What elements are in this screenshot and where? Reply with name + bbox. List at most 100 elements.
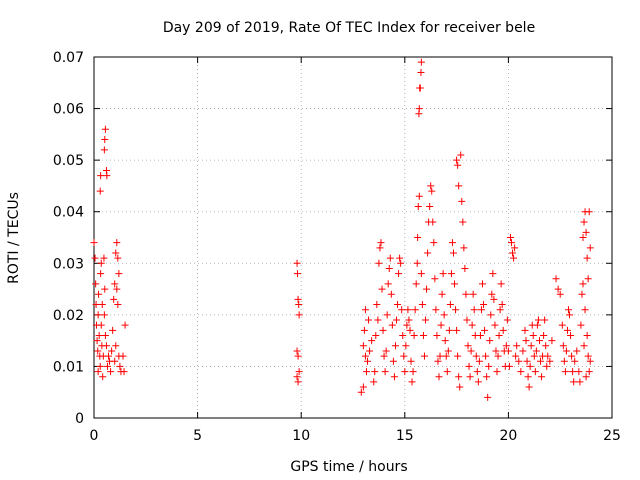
data-point — [456, 383, 464, 391]
data-point — [376, 244, 384, 252]
data-point — [103, 172, 111, 180]
data-point — [101, 285, 109, 293]
data-point — [120, 368, 128, 376]
data-point — [397, 259, 405, 267]
data-point — [486, 337, 494, 345]
data-point — [546, 357, 554, 365]
data-point — [466, 373, 474, 381]
data-point — [433, 331, 441, 339]
data-point — [474, 378, 482, 386]
data-point — [402, 342, 410, 350]
data-point — [563, 326, 571, 334]
data-point — [295, 311, 303, 319]
data-point — [537, 357, 545, 365]
data-point — [443, 368, 451, 376]
data-point — [408, 378, 416, 386]
data-point — [100, 254, 108, 262]
data-point — [583, 331, 591, 339]
data-point — [428, 187, 436, 195]
data-point — [359, 342, 367, 350]
data-point — [370, 378, 378, 386]
data-point — [509, 249, 517, 257]
data-point — [96, 187, 104, 195]
data-point — [585, 368, 593, 376]
data-point — [424, 249, 432, 257]
data-point — [519, 347, 527, 355]
x-axis-label: GPS time / hours — [290, 459, 407, 475]
data-point — [581, 306, 589, 314]
data-point — [472, 352, 480, 360]
data-point — [541, 316, 549, 324]
data-point — [512, 352, 520, 360]
data-point — [564, 306, 572, 314]
data-point — [575, 368, 583, 376]
data-point — [477, 306, 485, 314]
data-point — [386, 254, 394, 262]
data-point — [294, 378, 302, 386]
data-point — [407, 357, 415, 365]
data-point — [359, 383, 367, 391]
data-point — [561, 368, 569, 376]
data-point — [513, 342, 521, 350]
data-point — [380, 352, 388, 360]
y-tick-label: 0.03 — [53, 256, 84, 272]
data-point — [387, 290, 395, 298]
data-point — [375, 259, 383, 267]
data-point — [497, 280, 505, 288]
data-point — [468, 321, 476, 329]
data-point — [111, 280, 119, 288]
data-point — [576, 378, 584, 386]
data-point — [366, 347, 374, 355]
data-point — [479, 280, 486, 288]
data-point — [295, 368, 303, 376]
data-point — [452, 306, 460, 314]
data-point — [582, 228, 590, 236]
data-point — [90, 239, 98, 247]
data-points — [90, 58, 594, 401]
data-point — [457, 151, 465, 159]
x-tick-label: 5 — [193, 428, 202, 444]
data-point — [485, 362, 493, 370]
data-point — [586, 244, 594, 252]
data-point — [463, 316, 471, 324]
data-point — [372, 331, 380, 339]
data-point — [394, 301, 402, 309]
data-point — [388, 321, 396, 329]
data-point — [446, 301, 454, 309]
data-point — [538, 373, 546, 381]
data-point — [409, 368, 417, 376]
data-point — [559, 342, 567, 350]
data-point — [119, 352, 127, 360]
data-point — [480, 301, 488, 309]
data-point — [98, 301, 106, 309]
data-point — [526, 362, 534, 370]
data-point — [112, 342, 120, 350]
data-point — [554, 285, 562, 293]
data-point — [461, 264, 469, 272]
data-point — [94, 347, 102, 355]
data-point — [96, 362, 104, 370]
data-point — [97, 270, 105, 278]
data-point — [385, 264, 393, 272]
data-point — [393, 316, 401, 324]
data-point — [454, 161, 462, 169]
data-point — [114, 254, 122, 262]
data-point — [410, 331, 418, 339]
y-tick-label: 0 — [75, 411, 84, 427]
data-point — [97, 259, 105, 267]
data-point — [432, 306, 440, 314]
data-point — [534, 316, 542, 324]
data-point — [404, 306, 412, 314]
data-point — [470, 306, 478, 314]
y-tick-label: 0.01 — [53, 359, 84, 375]
data-point — [584, 275, 592, 283]
x-tick-label: 25 — [603, 428, 621, 444]
data-point — [508, 239, 516, 247]
data-point — [455, 373, 463, 381]
data-point — [495, 331, 503, 339]
data-point — [378, 285, 386, 293]
data-point — [579, 234, 587, 241]
data-point — [458, 197, 466, 205]
data-point — [381, 368, 389, 376]
